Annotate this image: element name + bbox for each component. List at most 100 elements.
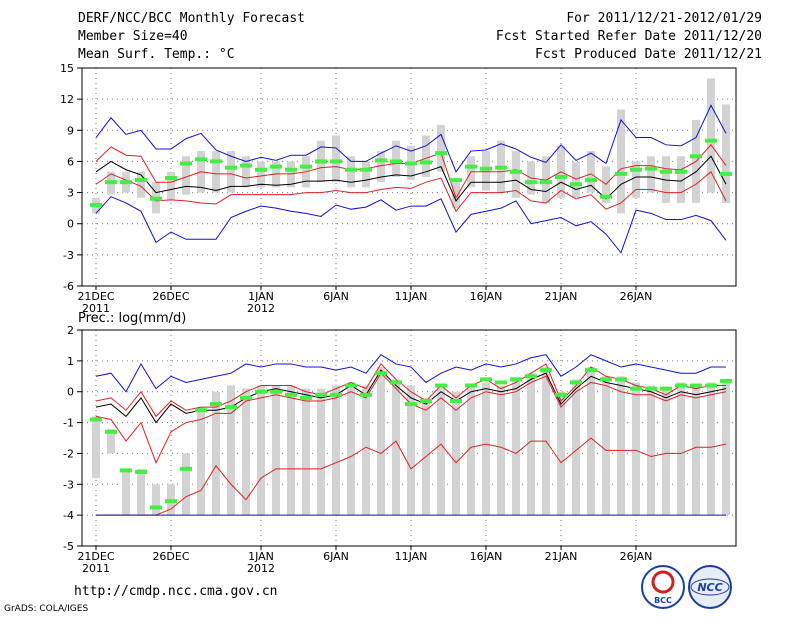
temp-xtick-year-2: 2012 <box>247 302 275 315</box>
temp-ytick-label-6: 12 <box>60 93 74 106</box>
prec-range-bar-28 <box>512 379 520 516</box>
prec-median-23 <box>435 383 447 388</box>
temp-range-bar-17 <box>347 156 355 188</box>
prec-xtick-label-4: 11JAN <box>395 550 428 563</box>
temp-ytick-label-3: 3 <box>67 187 74 200</box>
temp-median-30 <box>540 180 552 185</box>
temp-median-2 <box>120 180 132 185</box>
prec-median-38 <box>660 386 672 391</box>
bcc-logo: BCC <box>641 565 685 609</box>
prec-median-27 <box>495 380 507 385</box>
prec-median-14 <box>300 395 312 400</box>
temp-median-19 <box>375 158 387 163</box>
temp-range-bar-33 <box>587 151 595 193</box>
prec-median-12 <box>270 389 282 394</box>
prec-median-21 <box>405 402 417 407</box>
prec-range-bar-16 <box>332 385 340 516</box>
prec-range-bar-37 <box>647 385 655 516</box>
prec-xtick-label-2: 1JAN <box>248 550 274 563</box>
temp-range-bar-39 <box>677 156 685 203</box>
temp-median-40 <box>690 154 702 159</box>
prec-range-bar-25 <box>467 385 475 516</box>
temp-median-18 <box>360 167 372 172</box>
ncc-logo-text: NCC <box>697 581 722 594</box>
prec-median-2 <box>120 468 132 473</box>
prec-median-19 <box>375 371 387 376</box>
temp-range-bar-24 <box>452 182 460 209</box>
prec-range-bar-29 <box>527 373 535 516</box>
temp-median-12 <box>270 164 282 169</box>
prec-range-bar-6 <box>182 453 190 516</box>
prec-range-bar-39 <box>677 382 685 516</box>
produced-date: Fcst Produced Date 2011/12/21 <box>535 47 762 62</box>
prec-median-28 <box>510 377 522 382</box>
prec-range-bar-14 <box>302 388 310 516</box>
prec-median-33 <box>585 368 597 373</box>
prec-median-1 <box>105 429 117 434</box>
prec-range-bar-31 <box>557 391 565 516</box>
temp-xtick-label-6: 21JAN <box>545 290 578 303</box>
prec-median-10 <box>240 395 252 400</box>
temp-median-16 <box>330 159 342 164</box>
temp-xtick-year-0: 2011 <box>82 302 110 315</box>
prec-median-39 <box>675 383 687 388</box>
temp-ytick-label-0: -6 <box>63 280 74 293</box>
prec-ytick-label-0: -5 <box>63 540 74 553</box>
temp-median-21 <box>405 161 417 166</box>
temp-range-bar-13 <box>287 161 295 188</box>
prec-range-bar-24 <box>452 391 460 516</box>
temp-median-26 <box>480 166 492 171</box>
prec-median-32 <box>570 380 582 385</box>
prec-range-bar-19 <box>377 367 385 516</box>
prec-xtick-year-0: 2011 <box>82 562 110 575</box>
temp-range-bar-11 <box>257 161 265 188</box>
footer-url[interactable]: http://cmdp.ncc.cma.gov.cn <box>74 584 278 599</box>
grads-credit: GrADS: COLA/IGES <box>4 604 89 614</box>
prec-median-36 <box>630 386 642 391</box>
prec-median-25 <box>465 383 477 388</box>
temp-xtick-label-1: 26DEC <box>152 290 189 303</box>
variable-label: Mean Surf. Temp.: °C <box>78 47 235 62</box>
temp-median-32 <box>570 182 582 187</box>
temp-median-8 <box>210 159 222 164</box>
prec-range-bar-32 <box>572 379 580 516</box>
temp-frame <box>81 67 737 287</box>
temp-xtick-label-0: 21DEC <box>77 290 114 303</box>
prec-range-bar-36 <box>632 382 640 516</box>
prec-median-3 <box>135 469 147 474</box>
prec-range-bar-42 <box>722 379 730 516</box>
temp-ytick-label-5: 9 <box>67 124 74 137</box>
prec-range-bar-18 <box>362 385 370 516</box>
temp-range-bar-12 <box>272 161 280 188</box>
temp-xtick-label-4: 11JAN <box>395 290 428 303</box>
member-size-label: Member Size=40 <box>78 29 188 44</box>
forecast-period: For 2011/12/21-2012/01/29 <box>566 11 762 26</box>
temp-median-42 <box>720 171 732 176</box>
temp-median-37 <box>645 166 657 171</box>
prec-range-bar-34 <box>602 376 610 516</box>
temp-range-bar-8 <box>212 151 220 193</box>
prec-median-9 <box>225 405 237 410</box>
prec-median-37 <box>645 386 657 391</box>
prec-median-4 <box>150 505 162 510</box>
prec-median-11 <box>255 389 267 394</box>
temp-median-38 <box>660 169 672 174</box>
temp-range-bar-5 <box>167 171 175 200</box>
temp-median-34 <box>600 194 612 199</box>
prec-range-bar-38 <box>662 388 670 516</box>
prec-range-bar-0 <box>92 416 100 479</box>
prec-ytick-label-2: -3 <box>63 478 74 491</box>
temp-xtick-label-2: 1JAN <box>248 290 274 303</box>
temp-range-bar-19 <box>377 151 385 183</box>
temp-median-17 <box>345 167 357 172</box>
prec-range-bar-41 <box>707 382 715 516</box>
prec-median-26 <box>480 377 492 382</box>
prec-range-bar-1 <box>107 428 115 454</box>
temp-range-bar-41 <box>707 78 715 193</box>
prec-median-8 <box>210 402 222 407</box>
prec-median-29 <box>525 374 537 379</box>
prec-range-bar-7 <box>197 407 205 516</box>
temp-median-24 <box>450 178 462 183</box>
